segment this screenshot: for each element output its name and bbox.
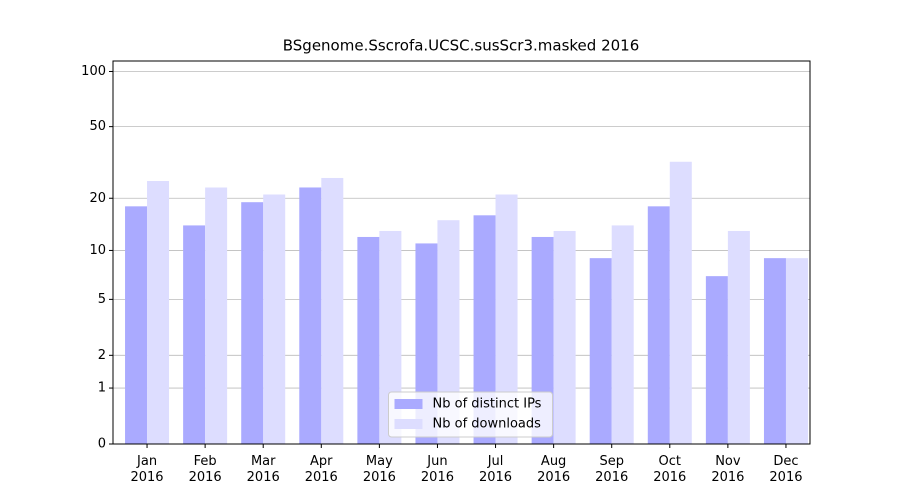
x-tick-label: Apr 2016 <box>305 454 338 485</box>
legend-label: Nb of distinct IPs <box>433 397 542 412</box>
x-tick-label: Nov 2016 <box>711 454 744 485</box>
bar <box>553 230 576 444</box>
bar <box>379 230 402 444</box>
bar <box>611 225 634 444</box>
plot-frame <box>112 60 811 445</box>
bar <box>473 215 496 444</box>
bar <box>785 258 808 444</box>
chart-title: BSgenome.Sscrofa.UCSC.susScr3.masked 201… <box>283 37 640 55</box>
bar <box>321 177 344 444</box>
bar <box>241 202 264 444</box>
x-tick-label: Jul 2016 <box>479 454 512 485</box>
y-tick-label: 20 <box>89 191 106 206</box>
bar <box>589 258 612 444</box>
bar <box>205 187 228 445</box>
bar <box>705 276 728 444</box>
x-tick-label: Oct 2016 <box>653 454 686 485</box>
y-tick-label: 10 <box>89 243 106 258</box>
legend-swatch <box>394 399 423 409</box>
bar <box>147 181 170 444</box>
bar <box>183 225 206 444</box>
bar <box>263 194 286 444</box>
y-tick-label: 2 <box>98 348 106 363</box>
bar <box>125 206 148 444</box>
legend-label: Nb of downloads <box>433 417 542 432</box>
y-tick-label: 100 <box>81 64 106 79</box>
x-tick-label: Jan 2016 <box>130 454 163 485</box>
x-tick-label: Aug 2016 <box>537 454 570 485</box>
bar <box>495 194 518 444</box>
bar <box>437 220 460 444</box>
legend: Nb of distinct IPs Nb of downloads <box>388 391 553 438</box>
legend-box <box>388 391 553 438</box>
bar <box>763 258 786 444</box>
bar <box>669 161 692 444</box>
bar <box>647 206 670 444</box>
x-tick-label: Sep 2016 <box>595 454 628 485</box>
y-tick-label: 1 <box>98 381 106 396</box>
y-tick-label: 50 <box>89 119 106 134</box>
x-tick-label: May 2016 <box>363 454 396 485</box>
legend-swatch <box>394 419 423 429</box>
x-tick-label: Jun 2016 <box>421 454 454 485</box>
bar <box>299 187 322 445</box>
x-tick-label: Mar 2016 <box>247 454 280 485</box>
bar <box>357 236 380 444</box>
x-tick-label: Feb 2016 <box>189 454 222 485</box>
y-tick-label: 0 <box>98 437 106 452</box>
y-tick-label: 5 <box>98 292 106 307</box>
bar <box>727 230 750 444</box>
x-tick-label: Dec 2016 <box>769 454 802 485</box>
